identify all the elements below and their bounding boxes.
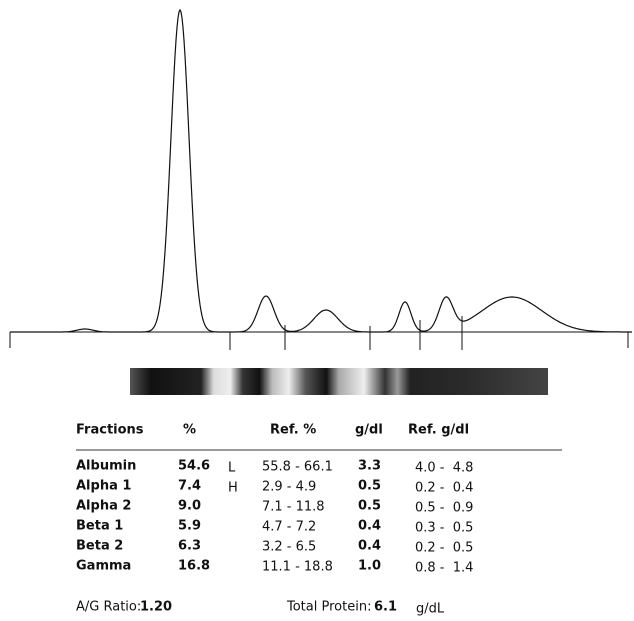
flag: L [228, 461, 236, 476]
gel-strip [130, 368, 548, 395]
gdl: 0.5 [358, 499, 381, 514]
fraction-name: Gamma [76, 559, 131, 574]
percent: 54.6 [178, 459, 210, 474]
tp-unit: g/dL [416, 602, 445, 617]
ref-gdl: 4.0 - 4.8 [415, 461, 473, 476]
fraction-name: Albumin [76, 459, 136, 474]
ref-percent: 4.7 - 7.2 [262, 520, 316, 535]
column-header: Ref. % [270, 423, 316, 438]
ag-value: 1.20 [140, 600, 172, 615]
fraction-dividers [10, 316, 628, 350]
tp-label: Total Protein: [286, 600, 371, 615]
flag: H [228, 481, 238, 496]
percent: 5.9 [178, 519, 201, 534]
fraction-name: Beta 2 [76, 539, 123, 554]
fraction-name: Beta 1 [76, 519, 123, 534]
fraction-name: Alpha 1 [76, 479, 131, 494]
column-header: % [183, 423, 196, 438]
ref-gdl: 0.3 - 0.5 [415, 521, 473, 536]
ref-gdl: 0.2 - 0.5 [415, 541, 473, 556]
ref-gdl: 0.2 - 0.4 [415, 481, 473, 496]
percent: 7.4 [178, 479, 201, 494]
column-header: Ref. g/dl [408, 423, 469, 438]
ref-percent: 2.9 - 4.9 [262, 480, 316, 495]
column-header: Fractions [76, 423, 144, 438]
gdl: 0.4 [358, 539, 381, 554]
gdl: 3.3 [358, 459, 381, 474]
percent: 9.0 [178, 499, 201, 514]
ag-label: A/G Ratio: [76, 600, 141, 615]
tp-value: 6.1 [374, 600, 397, 615]
fraction-name: Alpha 2 [76, 499, 131, 514]
ref-gdl: 0.8 - 1.4 [415, 561, 473, 576]
percent: 16.8 [178, 559, 210, 574]
percent: 6.3 [178, 539, 201, 554]
gdl: 1.0 [358, 559, 381, 574]
ref-percent: 55.8 - 66.1 [262, 460, 333, 475]
ref-gdl: 0.5 - 0.9 [415, 501, 473, 516]
ref-percent: 3.2 - 6.5 [262, 540, 316, 555]
gdl: 0.5 [358, 479, 381, 494]
ref-percent: 7.1 - 11.8 [262, 500, 325, 515]
densitometry-trace [10, 10, 632, 332]
ref-percent: 11.1 - 18.8 [262, 560, 333, 575]
report: Fractions% Ref. % g/dl Ref. g/dl Albumin 54.6… [0, 0, 634, 621]
column-header: g/dl [355, 423, 383, 438]
gdl: 0.4 [358, 519, 381, 534]
